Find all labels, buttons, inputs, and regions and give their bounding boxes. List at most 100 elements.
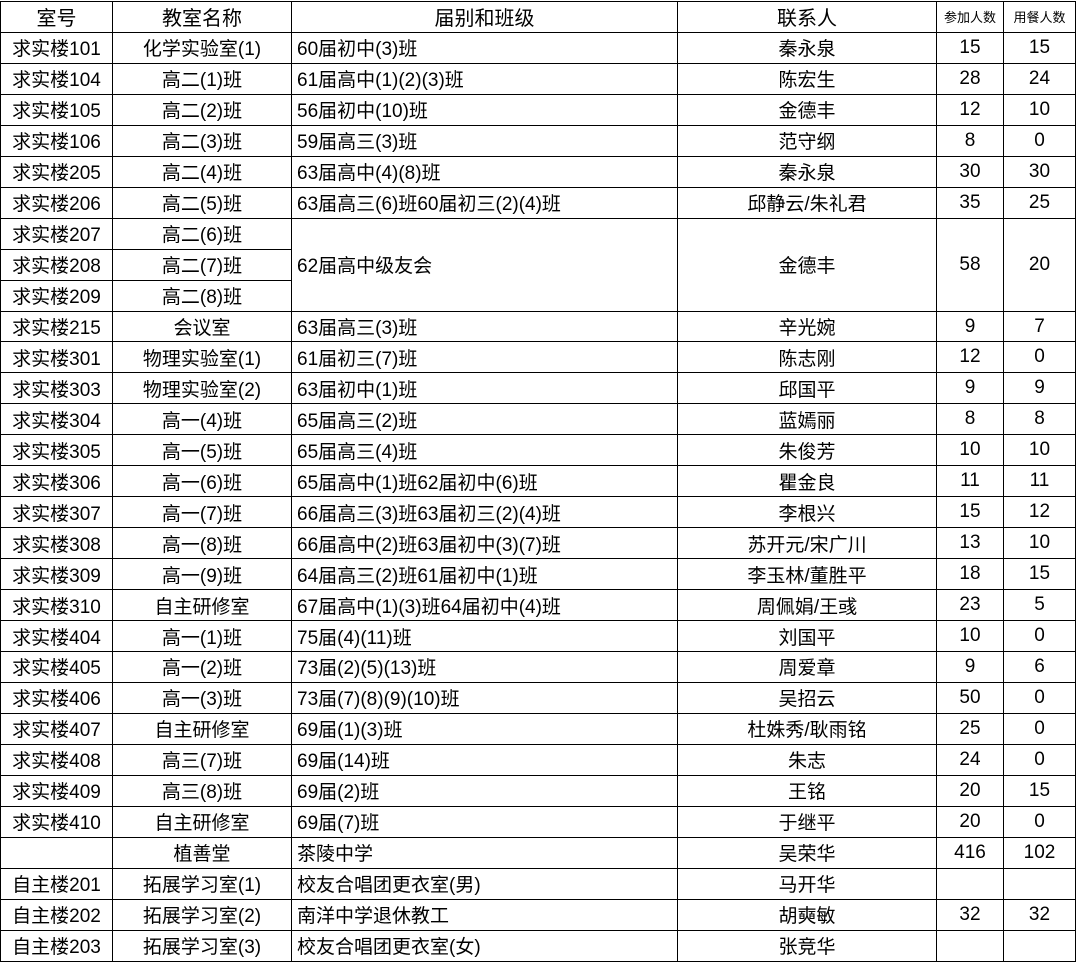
cell-name: 高一(4)班 bbox=[112, 403, 292, 436]
cell-name: 高一(3)班 bbox=[112, 681, 292, 714]
cell-group: 南洋中学退休教工 bbox=[291, 898, 678, 931]
cell-room: 求实楼208 bbox=[0, 248, 113, 281]
cell-room: 求实楼404 bbox=[0, 620, 113, 653]
cell-room: 求实楼405 bbox=[0, 651, 113, 683]
cell-group: 69届(1)(3)班 bbox=[291, 712, 678, 745]
cell-contact: 杜姝秀/耿雨铭 bbox=[677, 712, 937, 745]
cell-room bbox=[0, 836, 113, 869]
cell-join: 10 bbox=[936, 620, 1004, 653]
cell-meal: 11 bbox=[1003, 465, 1076, 498]
cell-group: 65届高三(2)班 bbox=[291, 403, 678, 436]
cell-room: 求实楼408 bbox=[0, 743, 113, 776]
cell-contact: 苏开元/宋广川 bbox=[677, 527, 937, 560]
cell-contact: 李玉林/董胜平 bbox=[677, 558, 937, 591]
cell-meal: 0 bbox=[1003, 341, 1076, 374]
header-participants: 参加人数 bbox=[936, 1, 1004, 33]
table-row: 自主楼203 拓展学习室(3) 校友合唱团更衣室(女) 张竞华 bbox=[0, 929, 1076, 963]
cell-contact: 于继平 bbox=[677, 805, 937, 838]
cell-room: 求实楼306 bbox=[0, 465, 113, 498]
cell-room: 求实楼101 bbox=[0, 31, 113, 64]
cell-group: 66届高三(3)班63届初三(2)(4)班 bbox=[291, 496, 678, 529]
table-row: 求实楼404 高一(1)班 75届(4)(11)班 刘国平 10 0 bbox=[0, 620, 1076, 653]
table-row: 求实楼305 高一(5)班 65届高三(4)班 朱俊芳 10 10 bbox=[0, 434, 1076, 467]
cell-join: 15 bbox=[936, 496, 1004, 529]
cell-meal: 15 bbox=[1003, 774, 1076, 807]
cell-name: 植善堂 bbox=[112, 836, 292, 869]
cell-join: 10 bbox=[936, 434, 1004, 467]
table-row: 求实楼209 高二(8)班 bbox=[0, 279, 1076, 312]
cell-contact: 金德丰 bbox=[677, 93, 937, 126]
cell-meal: 0 bbox=[1003, 681, 1076, 714]
cell-group: 73届(7)(8)(9)(10)班 bbox=[291, 681, 678, 714]
cell-contact: 蓝嫣丽 bbox=[677, 403, 937, 436]
table-row: 求实楼104 高二(1)班 61届高中(1)(2)(3)班 陈宏生 28 24 bbox=[0, 62, 1076, 95]
cell-room: 自主楼201 bbox=[0, 867, 113, 900]
cell-group: 60届初中(3)班 bbox=[291, 31, 678, 64]
cell-room: 求实楼205 bbox=[0, 155, 113, 188]
cell-meal: 0 bbox=[1003, 743, 1076, 776]
cell-join: 20 bbox=[936, 805, 1004, 838]
table-row: 求实楼301 物理实验室(1) 61届初三(7)班 陈志刚 12 0 bbox=[0, 341, 1076, 374]
cell-join: 416 bbox=[936, 836, 1004, 869]
cell-name: 高二(3)班 bbox=[112, 124, 292, 157]
cell-group: 61届初三(7)班 bbox=[291, 341, 678, 374]
header-room: 室号 bbox=[0, 1, 113, 33]
table-row: 求实楼205 高二(4)班 63届高中(4)(8)班 秦永泉 30 30 bbox=[0, 155, 1076, 188]
cell-meal: 32 bbox=[1003, 898, 1076, 931]
cell-room: 求实楼303 bbox=[0, 372, 113, 405]
cell-name: 高一(9)班 bbox=[112, 558, 292, 591]
cell-join: 8 bbox=[936, 403, 1004, 436]
cell-contact: 周爱章 bbox=[677, 651, 937, 683]
cell-room: 求实楼106 bbox=[0, 124, 113, 157]
table-row: 求实楼303 物理实验室(2) 63届初中(1)班 邱国平 9 9 bbox=[0, 372, 1076, 405]
cell-contact: 周佩娟/王彧 bbox=[677, 589, 937, 622]
cell-meal: 30 bbox=[1003, 155, 1076, 188]
cell-join: 9 bbox=[936, 651, 1004, 683]
cell-group: 69届(7)班 bbox=[291, 805, 678, 838]
cell-group: 69届(2)班 bbox=[291, 774, 678, 807]
table-row: 求实楼208 高二(7)班 bbox=[0, 248, 1076, 281]
table-row: 求实楼310 自主研修室 67届高中(1)(3)班64届初中(4)班 周佩娟/王… bbox=[0, 589, 1076, 622]
cell-meal: 102 bbox=[1003, 836, 1076, 869]
cell-group: 75届(4)(11)班 bbox=[291, 620, 678, 653]
cell-name: 高二(2)班 bbox=[112, 93, 292, 126]
cell-meal bbox=[1003, 867, 1076, 900]
cell-name: 会议室 bbox=[112, 310, 292, 343]
cell-room: 求实楼410 bbox=[0, 805, 113, 838]
table-row: 求实楼308 高一(8)班 66届高中(2)班63届初中(3)(7)班 苏开元/… bbox=[0, 527, 1076, 560]
cell-room: 求实楼105 bbox=[0, 93, 113, 126]
table-row: 求实楼409 高三(8)班 69届(2)班 王铭 20 15 bbox=[0, 774, 1076, 807]
table-row: 自主楼201 拓展学习室(1) 校友合唱团更衣室(男) 马开华 bbox=[0, 867, 1076, 900]
cell-meal: 25 bbox=[1003, 186, 1076, 219]
cell-name: 高三(7)班 bbox=[112, 743, 292, 776]
cell-room: 求实楼310 bbox=[0, 589, 113, 622]
cell-name: 高二(5)班 bbox=[112, 186, 292, 219]
cell-contact: 朱志 bbox=[677, 743, 937, 776]
cell-contact: 邱静云/朱礼君 bbox=[677, 186, 937, 219]
table-row: 求实楼406 高一(3)班 73届(7)(8)(9)(10)班 吴招云 50 0 bbox=[0, 681, 1076, 714]
cell-room: 求实楼406 bbox=[0, 681, 113, 714]
cell-meal: 7 bbox=[1003, 310, 1076, 343]
cell-name: 高一(6)班 bbox=[112, 465, 292, 498]
cell-room: 求实楼207 bbox=[0, 217, 113, 250]
cell-name: 高二(1)班 bbox=[112, 62, 292, 95]
cell-name: 高二(7)班 bbox=[112, 248, 292, 281]
cell-room: 求实楼215 bbox=[0, 310, 113, 343]
cell-join: 20 bbox=[936, 774, 1004, 807]
cell-room: 求实楼409 bbox=[0, 774, 113, 807]
cell-name: 自主研修室 bbox=[112, 805, 292, 838]
cell-room: 求实楼301 bbox=[0, 341, 113, 374]
cell-join: 35 bbox=[936, 186, 1004, 219]
cell-group: 校友合唱团更衣室(女) bbox=[291, 929, 678, 963]
cell-meal: 10 bbox=[1003, 434, 1076, 467]
cell-room: 求实楼308 bbox=[0, 527, 113, 560]
cell-meal: 10 bbox=[1003, 93, 1076, 126]
cell-room: 求实楼304 bbox=[0, 403, 113, 436]
cell-group: 66届高中(2)班63届初中(3)(7)班 bbox=[291, 527, 678, 560]
cell-room: 求实楼305 bbox=[0, 434, 113, 467]
cell-contact: 陈宏生 bbox=[677, 62, 937, 95]
cell-name: 高二(6)班 bbox=[112, 217, 292, 250]
cell-contact: 李根兴 bbox=[677, 496, 937, 529]
cell-contact: 马开华 bbox=[677, 867, 937, 900]
cell-group-merged: 62届高中级友会 bbox=[291, 217, 678, 312]
